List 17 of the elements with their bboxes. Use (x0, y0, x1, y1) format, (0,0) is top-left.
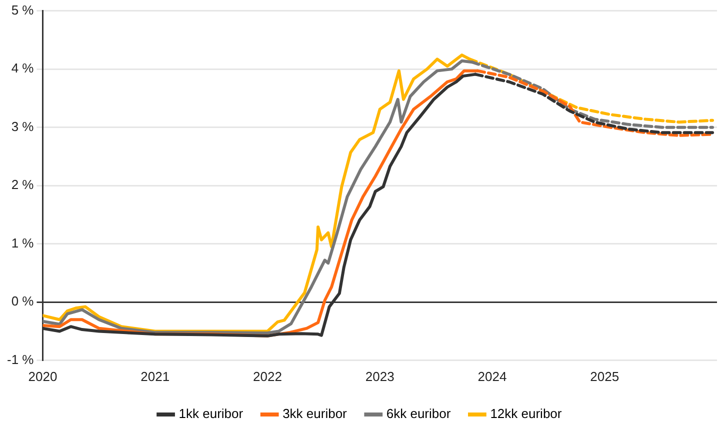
legend-label: 3kk euribor (282, 406, 348, 422)
y-tick-label: 5 % (11, 2, 34, 18)
x-tick-label: 2020 (28, 368, 58, 384)
x-tick-label: 2024 (478, 368, 507, 384)
legend-label: 1kk euribor (178, 406, 244, 422)
y-tick-label: 4 % (11, 60, 34, 76)
y-tick-label: 3 % (11, 118, 34, 134)
x-tick-label: 2025 (590, 368, 620, 384)
y-tick-label: 0 % (11, 294, 34, 309)
y-tick-label: 2 % (11, 177, 34, 192)
x-tick-label: 2023 (365, 368, 394, 384)
y-tick-label: -1 % (6, 352, 34, 367)
legend-label: 6kk euribor (386, 406, 452, 422)
legend-label: 12kk euribor (490, 406, 562, 422)
y-tick-label: 1 % (11, 235, 34, 250)
x-tick-label: 2021 (140, 368, 170, 384)
x-tick-label: 2022 (253, 368, 282, 384)
